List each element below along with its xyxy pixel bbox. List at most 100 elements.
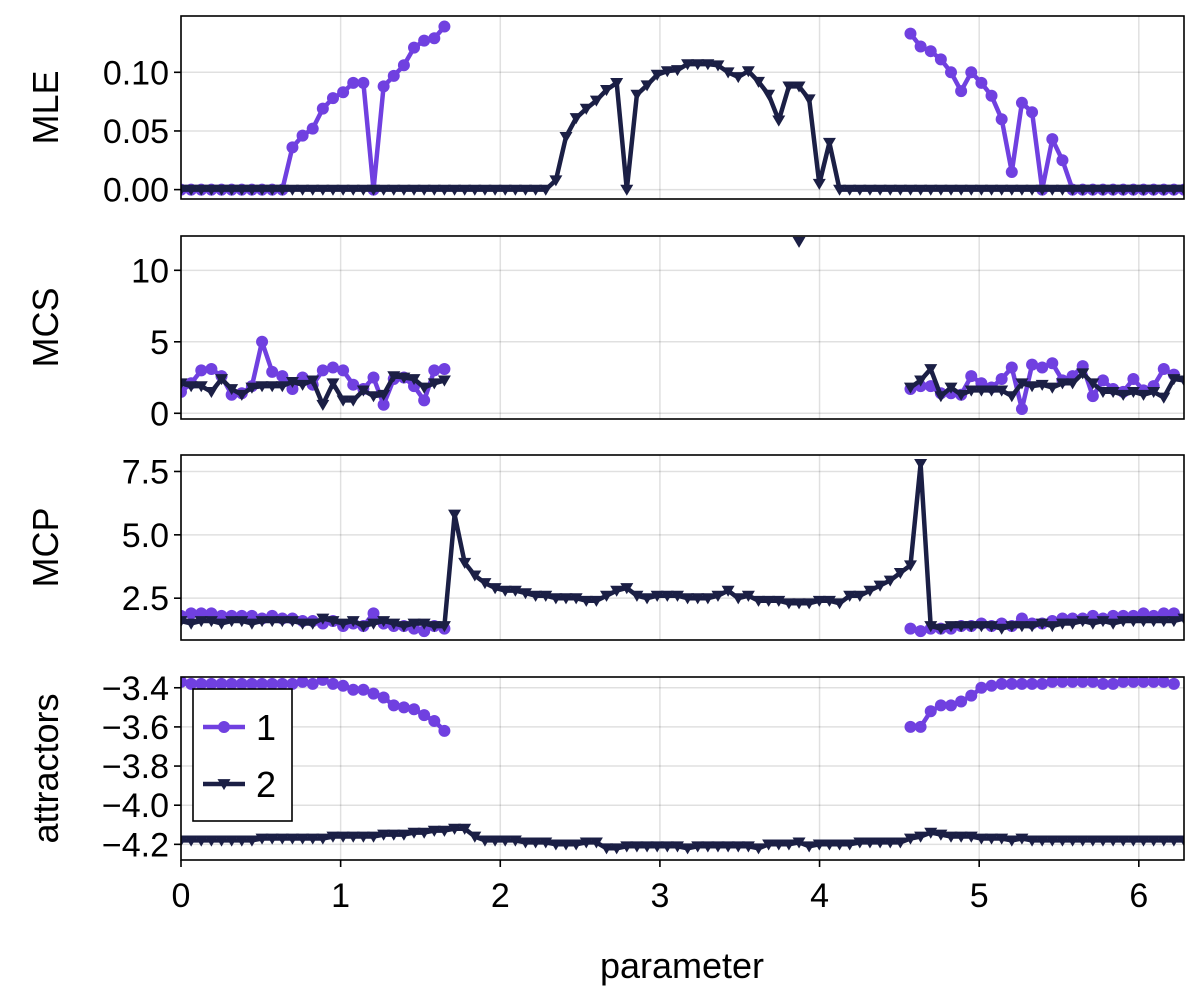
data-point xyxy=(387,829,401,841)
data-point xyxy=(579,837,593,849)
data-point xyxy=(316,833,330,845)
data-point xyxy=(1076,184,1090,196)
data-point xyxy=(1107,677,1120,690)
data-point xyxy=(181,378,188,390)
data-point xyxy=(904,622,917,635)
data-point xyxy=(397,59,410,72)
data-point xyxy=(255,616,269,628)
data-point xyxy=(589,95,603,107)
data-point xyxy=(822,595,836,607)
panel-frame xyxy=(180,15,1185,200)
data-point xyxy=(681,843,695,855)
data-point xyxy=(508,585,522,597)
plot-area xyxy=(181,677,1184,855)
data-point xyxy=(184,835,198,847)
data-point xyxy=(1066,618,1080,630)
data-point xyxy=(306,184,320,196)
data-point xyxy=(1147,835,1161,847)
data-point xyxy=(924,705,937,718)
panel-frame xyxy=(180,454,1185,641)
data-point xyxy=(691,59,705,71)
series-line xyxy=(181,826,1184,851)
series-2 xyxy=(181,59,1184,196)
y-axis-label: attractors xyxy=(25,693,66,843)
data-point xyxy=(377,691,390,704)
data-point xyxy=(1117,677,1130,688)
data-point xyxy=(782,839,796,851)
data-point xyxy=(620,184,634,196)
data-point xyxy=(195,677,208,690)
y-tick-label: 2.5 xyxy=(122,580,169,618)
data-point xyxy=(1086,378,1100,390)
data-point xyxy=(407,374,421,386)
data-point xyxy=(1005,391,1019,403)
data-point xyxy=(630,590,644,602)
data-point xyxy=(1177,184,1184,196)
data-point xyxy=(792,598,806,610)
data-point xyxy=(1005,361,1018,374)
data-point xyxy=(569,593,583,605)
data-point xyxy=(772,595,786,607)
y-tick-label: −3.4 xyxy=(102,670,169,708)
data-point xyxy=(843,590,857,602)
data-point xyxy=(944,382,958,394)
data-point xyxy=(731,72,745,84)
y-tick-label: 0.10 xyxy=(103,54,169,92)
y-tick-label: −3.8 xyxy=(102,748,169,786)
data-point xyxy=(995,677,1008,690)
data-point xyxy=(893,184,907,196)
data-point xyxy=(1137,184,1151,196)
x-tick-label: 3 xyxy=(650,877,669,915)
data-point xyxy=(1137,389,1151,401)
data-point xyxy=(1076,677,1089,688)
data-point xyxy=(346,616,360,628)
panel-MLE: 0.00 0.05 0.10 MLE xyxy=(0,15,1185,210)
data-point xyxy=(316,184,330,196)
data-point xyxy=(772,839,786,851)
data-point xyxy=(285,616,299,628)
data-point xyxy=(1167,374,1181,386)
data-point xyxy=(518,184,532,196)
data-point xyxy=(650,841,664,853)
data-point xyxy=(1005,677,1018,690)
data-point xyxy=(336,184,350,196)
legend: 12 xyxy=(192,688,293,822)
data-point xyxy=(1025,835,1039,847)
data-point xyxy=(181,835,188,847)
data-point xyxy=(235,835,249,847)
data-point xyxy=(265,833,279,845)
data-point xyxy=(670,841,684,853)
data-point xyxy=(883,575,897,587)
data-point xyxy=(1096,374,1109,387)
data-point xyxy=(407,618,421,630)
y-tick-label: 5 xyxy=(150,324,169,362)
data-point xyxy=(1045,621,1059,633)
data-point xyxy=(296,379,310,391)
panel-MCP: 2.5 5.0 7.5 MCP xyxy=(25,453,1185,641)
data-point xyxy=(316,677,329,686)
data-point xyxy=(762,595,776,607)
data-point xyxy=(478,835,492,847)
data-point xyxy=(1167,616,1181,628)
data-point xyxy=(1116,184,1130,196)
y-axis-label: MCP xyxy=(25,508,66,588)
data-point xyxy=(914,720,927,733)
data-point xyxy=(204,835,218,847)
data-point xyxy=(397,372,411,384)
data-point xyxy=(498,585,512,597)
data-point xyxy=(397,184,411,196)
data-point xyxy=(377,616,391,628)
data-point xyxy=(630,89,644,101)
data-point xyxy=(286,141,299,154)
data-point xyxy=(954,621,968,633)
data-point xyxy=(752,595,766,607)
data-point xyxy=(438,724,451,737)
data-point xyxy=(0,184,6,196)
data-point xyxy=(1116,835,1130,847)
data-point xyxy=(488,184,502,196)
data-point xyxy=(731,593,745,605)
data-point xyxy=(215,618,229,630)
data-point xyxy=(377,398,390,411)
data-point xyxy=(985,184,999,196)
data-point xyxy=(1046,133,1059,146)
